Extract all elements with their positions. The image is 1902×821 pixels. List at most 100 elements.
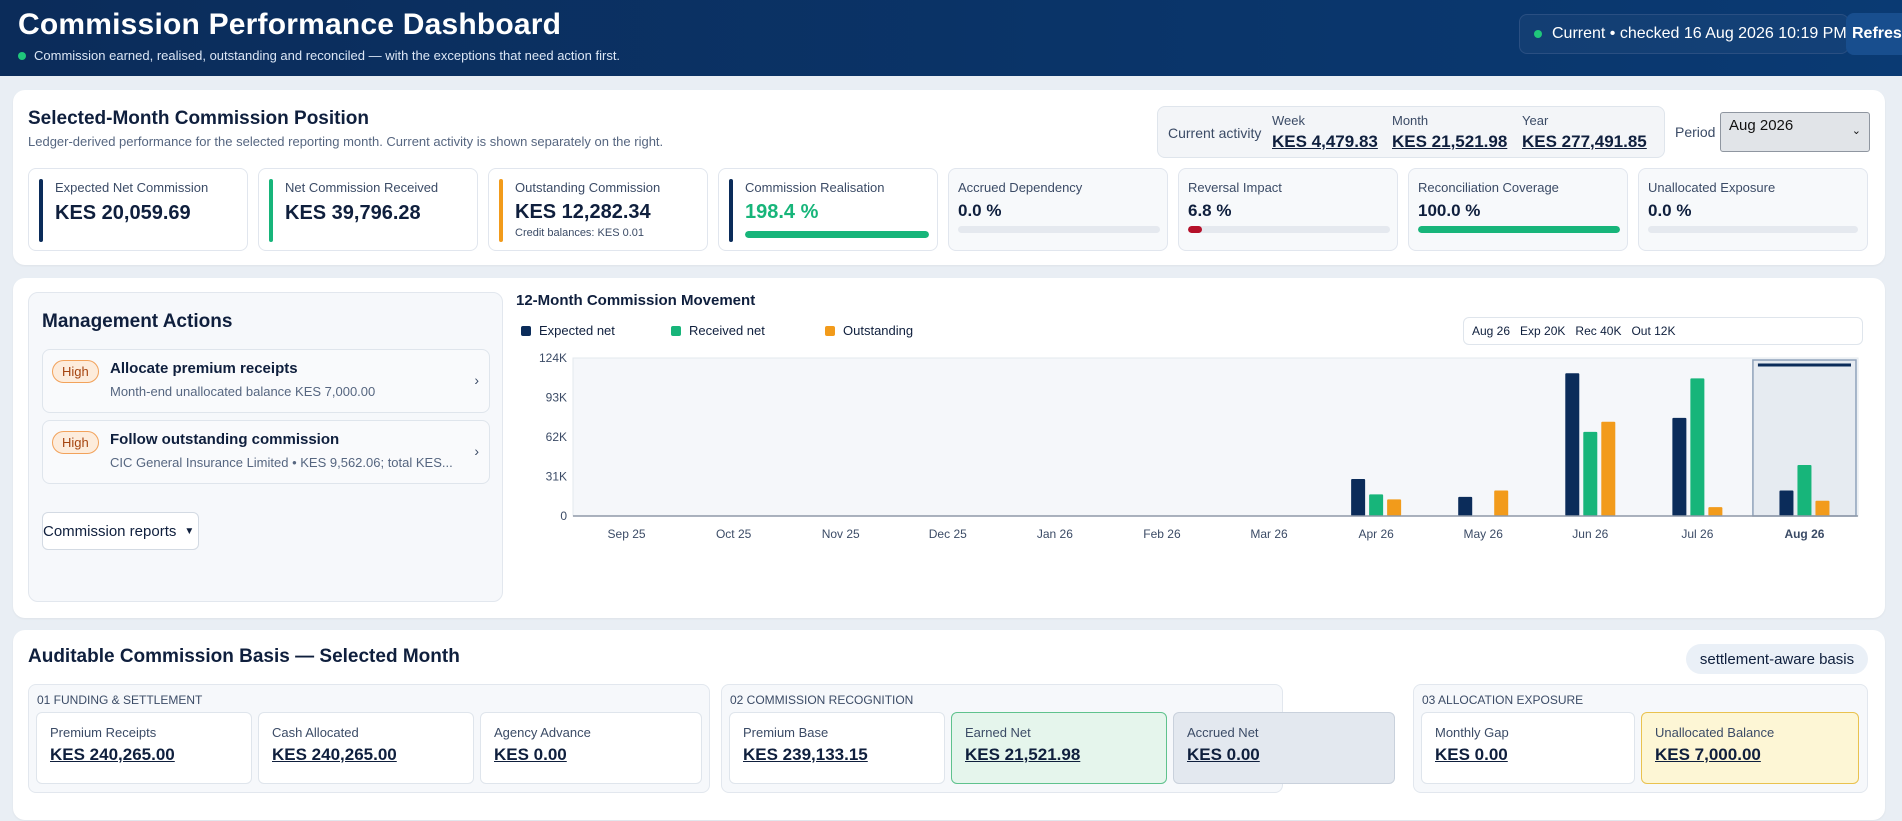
- cell-value[interactable]: KES 0.00: [1187, 745, 1260, 764]
- x-tick-label: Sep 25: [608, 527, 646, 541]
- basis-pill: settlement-aware basis: [1686, 644, 1868, 674]
- kpi-label: Net Commission Received: [285, 180, 439, 195]
- cell-value[interactable]: KES 239,133.15: [743, 745, 868, 764]
- metric-accrued-dependency: Accrued Dependency 0.0 %: [948, 168, 1168, 251]
- period-select[interactable]: Aug 2026 ⌄: [1720, 112, 1870, 152]
- metric-progress-track: [1418, 226, 1620, 233]
- metric-progress-track: [1648, 226, 1858, 233]
- y-tick-label: 31K: [546, 470, 567, 484]
- kpi-net-received: Net Commission Received KES 39,796.28: [258, 168, 478, 251]
- cell-label: Earned Net: [965, 725, 1031, 740]
- group-header: 03 ALLOCATION EXPOSURE: [1422, 693, 1584, 707]
- bar-outstanding: [1815, 500, 1830, 516]
- kpi-accent-bar: [729, 179, 733, 242]
- basis-cell[interactable]: Monthly Gap KES 0.00: [1421, 712, 1635, 784]
- cell-value[interactable]: KES 21,521.98: [965, 745, 1081, 764]
- page-header: Commission Performance Dashboard Commiss…: [0, 0, 1902, 76]
- activity-week: Week KES 4,479.83: [1272, 113, 1378, 152]
- basis-cell[interactable]: Accrued Net KES 0.00: [1173, 712, 1395, 784]
- metric-progress-track: [958, 226, 1160, 233]
- funding-settlement-group: 01 FUNDING & SETTLEMENT Premium Receipts…: [28, 684, 710, 793]
- management-actions-panel: Management Actions High Allocate premium…: [28, 292, 503, 602]
- activity-week-label: Week: [1272, 113, 1305, 128]
- cell-label: Agency Advance: [494, 725, 591, 740]
- metric-value: 100.0 %: [1418, 201, 1481, 220]
- kpi-label: Commission Realisation: [745, 180, 885, 195]
- activity-week-link[interactable]: KES 4,479.83: [1272, 132, 1378, 151]
- basis-cell[interactable]: Agency Advance KES 0.00: [480, 712, 702, 784]
- cell-label: Premium Base: [743, 725, 829, 740]
- bar-expected-net: [1672, 417, 1687, 516]
- action-item[interactable]: High Allocate premium receipts Month-end…: [42, 349, 490, 413]
- action-title: Follow outstanding commission: [110, 431, 340, 448]
- kpi-value: 198.4 %: [745, 201, 819, 223]
- activity-month-link[interactable]: KES 21,521.98: [1392, 132, 1508, 151]
- metric-progress-fill: [1418, 226, 1620, 233]
- kpi-value: KES 12,282.34: [515, 201, 651, 223]
- kpi-progress-track: [745, 231, 929, 238]
- activity-year-link[interactable]: KES 277,491.85: [1522, 132, 1647, 151]
- commission-reports-dropdown[interactable]: Commission reports ▼: [42, 512, 199, 550]
- management-actions-title: Management Actions: [42, 311, 233, 332]
- activity-month: Month KES 21,521.98: [1392, 113, 1507, 152]
- cell-value[interactable]: KES 240,265.00: [50, 745, 175, 764]
- legend-swatch: [671, 325, 681, 336]
- kpi-outstanding: Outstanding Commission KES 12,282.34 Cre…: [488, 168, 708, 251]
- metric-reconciliation-coverage: Reconciliation Coverage 100.0 %: [1408, 168, 1628, 251]
- refresh-button[interactable]: Refresh: [1846, 13, 1902, 55]
- x-tick-label: Mar 26: [1250, 527, 1288, 541]
- basis-cell[interactable]: Cash Allocated KES 240,265.00: [258, 712, 474, 784]
- legend-label: Received net: [689, 323, 765, 338]
- status-dot-icon: [18, 51, 26, 60]
- kpi-value: KES 39,796.28: [285, 202, 421, 224]
- action-item[interactable]: High Follow outstanding commission CIC G…: [42, 420, 490, 484]
- metric-label: Reversal Impact: [1188, 180, 1282, 195]
- bar-outstanding: [1494, 490, 1509, 516]
- cell-value[interactable]: KES 7,000.00: [1655, 745, 1761, 764]
- basis-cell[interactable]: Earned Net KES 21,521.98: [951, 712, 1167, 784]
- metric-reversal-impact: Reversal Impact 6.8 %: [1178, 168, 1398, 251]
- legend-received: Received net: [671, 323, 765, 338]
- position-section: Selected-Month Commission Position Ledge…: [13, 90, 1885, 265]
- basis-cell[interactable]: Premium Receipts KES 240,265.00: [36, 712, 252, 784]
- metric-label: Accrued Dependency: [958, 180, 1083, 195]
- period-label: Period: [1675, 124, 1716, 140]
- metric-value: 0.0 %: [958, 201, 1002, 220]
- commission-reports-label: Commission reports: [43, 522, 177, 540]
- bar-outstanding: [1387, 499, 1402, 516]
- y-tick-label: 0: [560, 509, 567, 523]
- group-header: 01 FUNDING & SETTLEMENT: [37, 693, 203, 707]
- kpi-note: Credit balances: KES 0.01: [515, 227, 645, 239]
- legend-label: Outstanding: [843, 323, 914, 338]
- bar-received-net: [1583, 431, 1598, 516]
- page-subtitle: Commission earned, realised, outstanding…: [18, 48, 620, 63]
- y-tick-label: 124K: [539, 351, 567, 365]
- cell-value[interactable]: KES 0.00: [494, 745, 567, 764]
- x-tick-label: Aug 26: [1784, 527, 1824, 541]
- basis-title: Auditable Commission Basis — Selected Mo…: [28, 646, 460, 667]
- basis-cell[interactable]: Premium Base KES 239,133.15: [729, 712, 945, 784]
- bar-outstanding: [1601, 421, 1616, 516]
- cell-value[interactable]: KES 240,265.00: [272, 745, 397, 764]
- legend-swatch: [521, 325, 531, 336]
- kpi-value: KES 20,059.69: [55, 202, 191, 224]
- action-desc: Month-end unallocated balance KES 7,000.…: [110, 384, 376, 399]
- kpi-expected-net: Expected Net Commission KES 20,059.69: [28, 168, 248, 251]
- kpi-label: Outstanding Commission: [515, 180, 661, 195]
- summary-received: Rec 40K: [1575, 324, 1622, 338]
- x-tick-label: Jun 26: [1572, 527, 1608, 541]
- cell-value[interactable]: KES 0.00: [1435, 745, 1508, 764]
- allocation-exposure-group: 03 ALLOCATION EXPOSURE Monthly Gap KES 0…: [1413, 684, 1868, 793]
- bar-received-net: [1690, 378, 1705, 516]
- priority-badge: High: [52, 360, 99, 383]
- action-title: Allocate premium receipts: [110, 360, 298, 377]
- commission-basis-section: Auditable Commission Basis — Selected Mo…: [13, 630, 1885, 820]
- summary-outstanding: Out 12K: [1631, 324, 1676, 338]
- chevron-down-icon: ⌄: [1851, 125, 1861, 137]
- y-tick-label: 62K: [546, 430, 567, 444]
- cell-label: Accrued Net: [1187, 725, 1259, 740]
- legend-swatch: [825, 325, 835, 336]
- basis-cell[interactable]: Unallocated Balance KES 7,000.00: [1641, 712, 1859, 784]
- bar-received-net: [1369, 494, 1384, 516]
- bar-expected-net: [1779, 490, 1794, 516]
